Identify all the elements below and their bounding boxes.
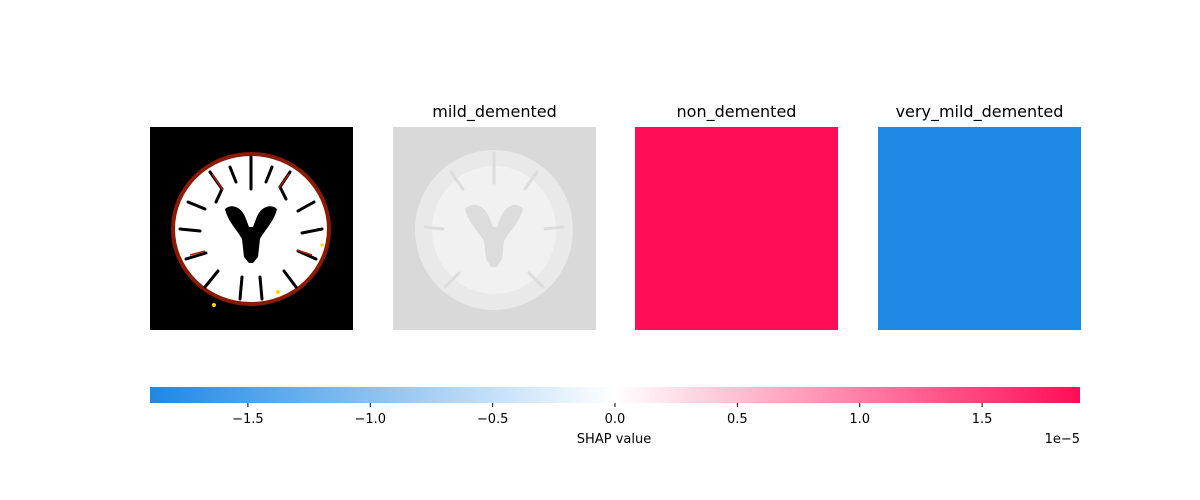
panel-title-very-mild-demented: very_mild_demented (895, 102, 1064, 121)
non-demented-shap-image (635, 127, 838, 330)
very-mild-demented-panel (878, 127, 1081, 330)
mild-demented-shap-image (393, 127, 596, 330)
colorbar-label: SHAP value (577, 432, 651, 447)
colorbar-tick-label: 1.5 (972, 412, 993, 427)
colorbar-tick-label: 0.0 (605, 412, 626, 427)
panel-title-non-demented: non_demented (676, 102, 797, 121)
colorbar-tick-label: 0.5 (727, 412, 748, 427)
colorbar-tick-label: −0.5 (477, 412, 509, 427)
panel-title-mild-demented: mild_demented (432, 102, 557, 121)
non-demented-panel (635, 127, 838, 330)
colorbar-gradient (150, 387, 1080, 403)
colorbar-tick-label: −1.5 (232, 412, 264, 427)
original-image-panel (150, 127, 353, 330)
colorbar-offset-text: 1e−5 (1045, 432, 1080, 447)
very-mild-demented-shap-image (878, 127, 1081, 330)
colorbar-tick-label: −1.0 (354, 412, 386, 427)
original-brain-image (150, 127, 353, 330)
colorbar-tick-label: 1.0 (849, 412, 870, 427)
mild-demented-panel (393, 127, 596, 330)
